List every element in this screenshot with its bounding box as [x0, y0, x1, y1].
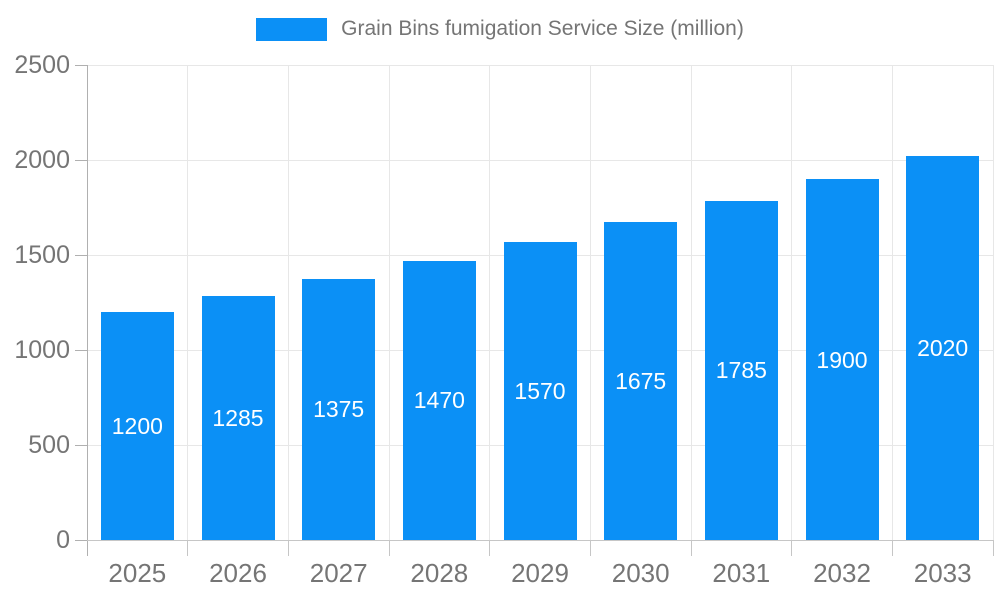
x-axis-tick [891, 540, 893, 556]
bar-value-label: 1285 [212, 404, 264, 431]
h-gridline [87, 64, 993, 66]
v-gridline [891, 65, 893, 540]
v-gridline [388, 65, 390, 540]
legend-label: Grain Bins fumigation Service Size (mill… [341, 17, 744, 40]
x-tick-label: 2033 [913, 558, 972, 588]
y-tick-label: 2500 [14, 51, 70, 79]
x-tick-label: 2030 [611, 558, 670, 588]
y-tick-label: 500 [28, 431, 70, 459]
bar [906, 156, 980, 540]
y-axis-tick [75, 254, 87, 256]
y-axis-tick [75, 539, 87, 541]
bar [604, 221, 678, 540]
y-axis-tick [75, 349, 87, 351]
bar-value-label: 1470 [413, 387, 465, 414]
bar [100, 312, 174, 540]
x-axis-tick [287, 540, 289, 556]
y-axis-tick [75, 64, 87, 66]
bar [201, 295, 275, 540]
y-axis-line [86, 65, 88, 556]
x-tick-label: 2027 [309, 558, 368, 588]
h-gridline [87, 159, 993, 161]
bar [704, 200, 778, 540]
x-axis-tick [791, 540, 793, 556]
x-tick-label: 2031 [712, 558, 771, 588]
bar-value-label: 1785 [715, 357, 767, 384]
bar [805, 179, 879, 540]
x-axis-tick [690, 540, 692, 556]
bar [402, 260, 476, 540]
bar-value-label: 2020 [917, 335, 969, 362]
x-axis-tick [489, 540, 491, 556]
x-tick-label: 2028 [410, 558, 469, 588]
v-gridline [589, 65, 591, 540]
x-axis-tick [187, 540, 189, 556]
v-gridline [187, 65, 189, 540]
v-gridline [992, 65, 994, 540]
y-tick-label: 0 [56, 526, 70, 554]
bar [503, 241, 577, 540]
y-axis-tick [75, 444, 87, 446]
x-axis-line [87, 539, 993, 541]
x-tick-label: 2032 [813, 558, 871, 588]
v-gridline [287, 65, 289, 540]
x-tick-label: 2029 [511, 558, 569, 588]
bar-value-label: 1200 [111, 413, 163, 439]
y-tick-label: 1500 [14, 241, 70, 269]
bar-value-label: 1900 [816, 346, 868, 373]
bar-value-label: 1675 [615, 367, 667, 394]
bar [302, 278, 376, 540]
bar-value-label: 1375 [313, 396, 365, 423]
v-gridline [690, 65, 692, 540]
v-gridline [489, 65, 491, 540]
x-axis-tick [388, 540, 390, 556]
x-axis-tick [589, 540, 591, 556]
y-tick-label: 1000 [14, 336, 70, 364]
legend-swatch [256, 17, 328, 41]
y-axis-tick [75, 159, 87, 161]
x-axis-tick [992, 540, 994, 556]
x-tick-label: 2026 [209, 558, 267, 588]
legend: Grain Bins fumigation Service Size (mill… [0, 17, 1000, 41]
y-tick-label: 2000 [14, 146, 70, 174]
v-gridline [791, 65, 793, 540]
bar-value-label: 1570 [514, 377, 566, 404]
x-tick-label: 2025 [108, 558, 167, 588]
